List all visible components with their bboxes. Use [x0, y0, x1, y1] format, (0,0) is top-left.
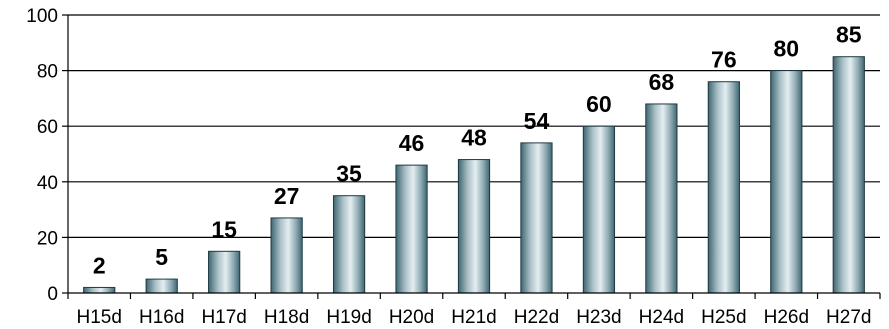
bar-H21d	[457, 159, 491, 294]
x-tick-label: H25d	[701, 307, 746, 328]
x-tick-label: H20d	[389, 307, 434, 328]
data-label-H19d: 35	[336, 161, 362, 187]
x-tick-label: H18d	[264, 307, 309, 328]
bar-H19d	[332, 195, 366, 294]
bar-H27d	[832, 56, 865, 294]
bar-H26d	[770, 70, 803, 294]
data-label-H17d: 15	[211, 216, 237, 242]
bars	[83, 56, 865, 294]
gridlines	[68, 14, 880, 238]
data-label-H18d: 27	[274, 183, 300, 209]
bar-H25d	[707, 81, 740, 294]
bar-H24d	[645, 103, 678, 294]
data-label-H27d: 85	[836, 22, 862, 48]
x-tick-label: H16d	[139, 307, 184, 328]
data-label-H21d: 48	[461, 125, 487, 151]
y-tick-label: 40	[37, 173, 58, 194]
x-tick-label: H27d	[826, 307, 871, 328]
x-tick-label: H22d	[514, 307, 559, 328]
x-tick-labels: H15d H16d H17d H18d H19d H20d H21d H22d H23d H24d…	[77, 307, 872, 328]
x-tick-label: H15d	[77, 307, 122, 328]
y-tick-label: 80	[37, 62, 58, 83]
x-tick-label: H26d	[764, 307, 809, 328]
x-tick-label: H23d	[576, 307, 621, 328]
data-label-H23d: 60	[586, 91, 612, 117]
x-tick-label: H24d	[639, 307, 684, 328]
bar-H17d	[208, 250, 241, 294]
bar-H23d	[582, 125, 616, 294]
data-label-H20d: 46	[399, 130, 425, 156]
bar-H20d	[395, 164, 428, 294]
x-tick-label: H21d	[451, 307, 496, 328]
y-tick-label: 0	[47, 284, 58, 305]
y-tick-labels: 0 20 40 60 80 100	[26, 6, 58, 305]
data-labels: 2 5 15 27 35 46 48 54 60 68 76 80 85	[93, 22, 862, 279]
data-label-H16d: 5	[155, 244, 168, 270]
data-label-H24d: 68	[649, 69, 675, 95]
bar-H18d	[270, 217, 303, 294]
bar-H16d	[145, 278, 178, 294]
y-tick-label: 60	[37, 117, 58, 138]
data-label-H22d: 54	[524, 108, 550, 134]
bar-H22d	[520, 142, 553, 294]
bar-H15d	[83, 286, 116, 294]
x-tick-label: H17d	[201, 307, 246, 328]
x-tick-label: H19d	[326, 307, 371, 328]
y-tick-label: 20	[37, 228, 58, 249]
data-label-H25d: 76	[711, 47, 737, 73]
axes	[62, 14, 881, 299]
data-label-H26d: 80	[774, 36, 800, 62]
data-label-H15d: 2	[93, 252, 106, 278]
y-tick-label: 100	[26, 6, 58, 27]
